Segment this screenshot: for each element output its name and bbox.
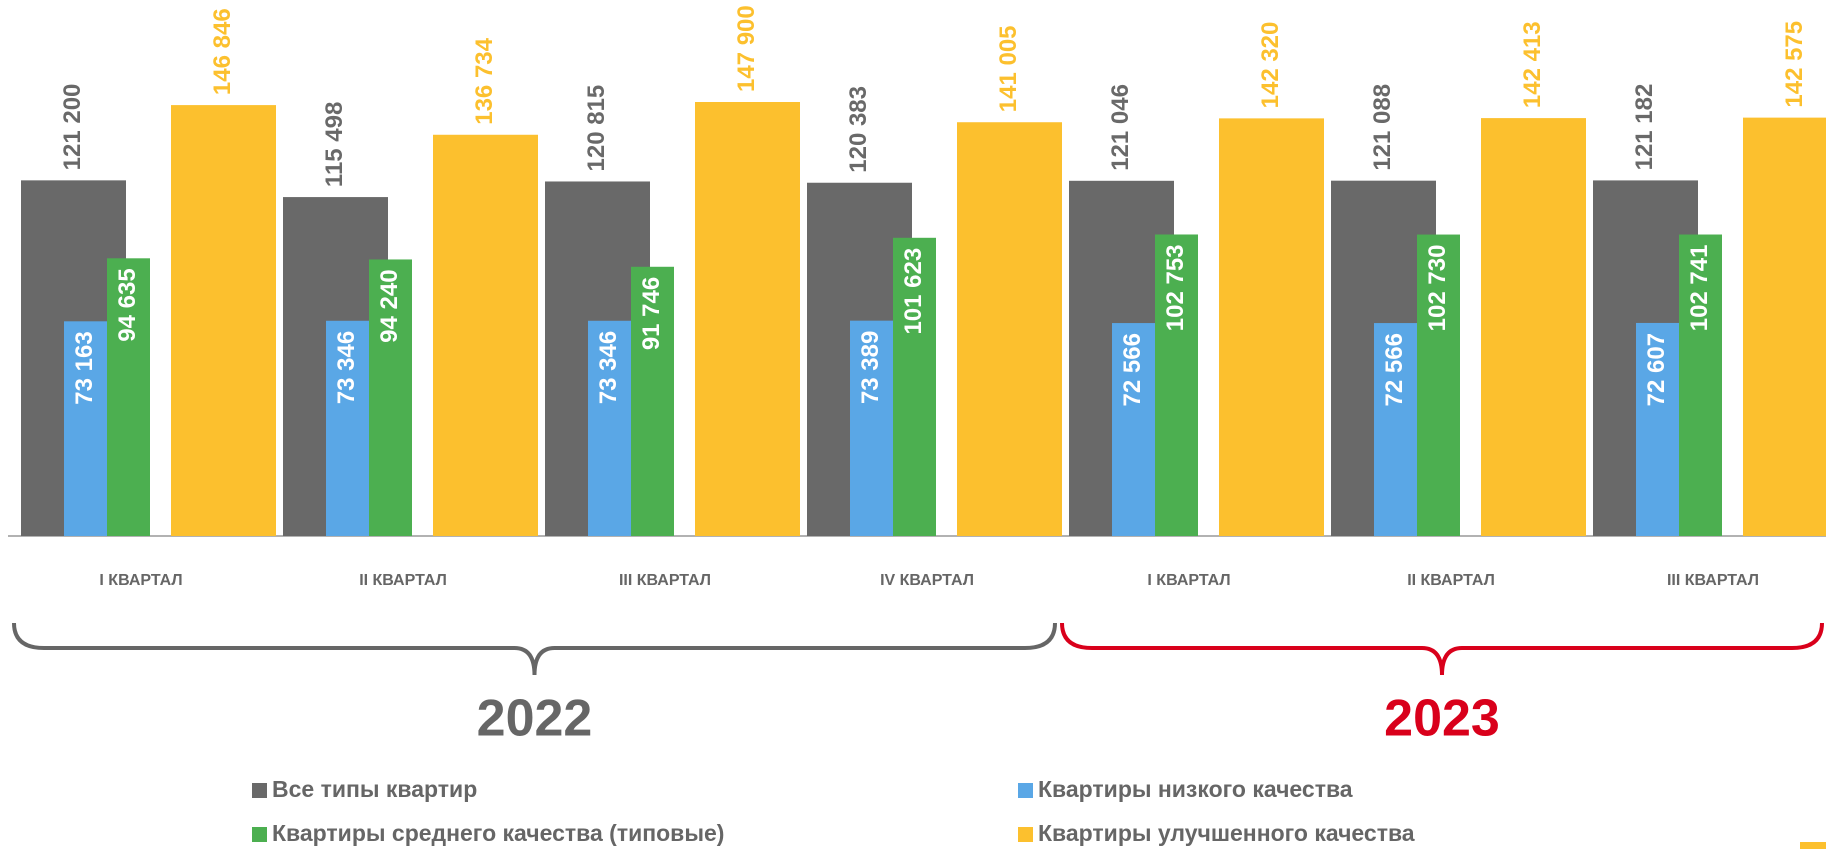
category-label: IV КВАРТАЛ — [880, 572, 974, 589]
value-label: 73 389 — [857, 331, 884, 404]
value-label: 146 846 — [209, 8, 236, 95]
value-label: 102 753 — [1162, 244, 1189, 331]
bar — [1481, 118, 1586, 536]
bar — [369, 259, 412, 536]
value-label: 94 635 — [114, 268, 141, 341]
value-label: 102 741 — [1686, 245, 1713, 332]
bar — [326, 320, 369, 536]
category-label: I КВАРТАЛ — [1147, 572, 1230, 589]
bar — [850, 320, 893, 536]
bar — [171, 105, 276, 537]
bar — [1679, 234, 1722, 536]
bar — [1155, 234, 1198, 536]
category-label: II КВАРТАЛ — [1407, 572, 1495, 589]
legend-label: Квартиры улучшенного качества — [1038, 820, 1415, 846]
legend-swatch — [252, 783, 267, 798]
value-label: 72 566 — [1119, 333, 1146, 406]
bar — [1374, 323, 1417, 536]
value-label: 73 163 — [71, 331, 98, 404]
bar — [695, 102, 800, 536]
value-label: 120 383 — [845, 86, 872, 173]
brace — [12, 622, 1057, 676]
category-label: III КВАРТАЛ — [619, 572, 711, 589]
bar — [1219, 118, 1324, 537]
value-label: 73 346 — [333, 331, 360, 404]
group-label: 2022 — [477, 690, 593, 748]
value-label: 91 746 — [638, 277, 665, 350]
bar — [1636, 322, 1679, 536]
bar — [1112, 323, 1155, 536]
category-label: II КВАРТАЛ — [359, 572, 447, 589]
value-label: 102 730 — [1424, 245, 1451, 332]
bar — [107, 258, 150, 536]
value-label: 121 088 — [1369, 84, 1396, 171]
bar — [631, 266, 674, 536]
bar — [893, 237, 936, 536]
group-label: 2023 — [1384, 690, 1500, 748]
bar — [433, 134, 538, 536]
bar — [64, 321, 107, 536]
value-label: 141 005 — [995, 25, 1022, 112]
value-label: 142 413 — [1519, 21, 1546, 108]
value-label: 121 200 — [59, 84, 86, 171]
value-label: 147 900 — [733, 5, 760, 92]
value-label: 121 182 — [1631, 84, 1658, 171]
bar — [588, 320, 631, 536]
legend-label: Все типы квартир — [272, 776, 477, 802]
value-label: 73 346 — [595, 331, 622, 404]
corner-accent — [1800, 842, 1826, 849]
value-label: 136 734 — [471, 37, 498, 124]
value-label: 101 623 — [900, 248, 927, 335]
category-label: I КВАРТАЛ — [99, 572, 182, 589]
value-label: 72 607 — [1643, 333, 1670, 406]
value-label: 115 498 — [321, 102, 348, 187]
legend-swatch — [252, 827, 267, 842]
value-label: 121 046 — [1107, 84, 1134, 171]
legend-swatch — [1018, 783, 1033, 798]
bar — [957, 122, 1062, 537]
legend-swatch — [1018, 827, 1033, 842]
legend-label: Квартиры низкого качества — [1038, 776, 1353, 802]
brace — [1060, 622, 1824, 676]
legend-label: Квартиры среднего качества (типовые) — [272, 820, 724, 846]
value-label: 142 575 — [1781, 21, 1808, 108]
value-label: 142 320 — [1257, 22, 1284, 109]
value-label: 72 566 — [1381, 333, 1408, 406]
bar — [1417, 234, 1460, 536]
category-label: III КВАРТАЛ — [1667, 572, 1759, 589]
value-label: 94 240 — [376, 269, 403, 342]
bar — [1743, 117, 1826, 536]
value-label: 120 815 — [583, 85, 610, 172]
